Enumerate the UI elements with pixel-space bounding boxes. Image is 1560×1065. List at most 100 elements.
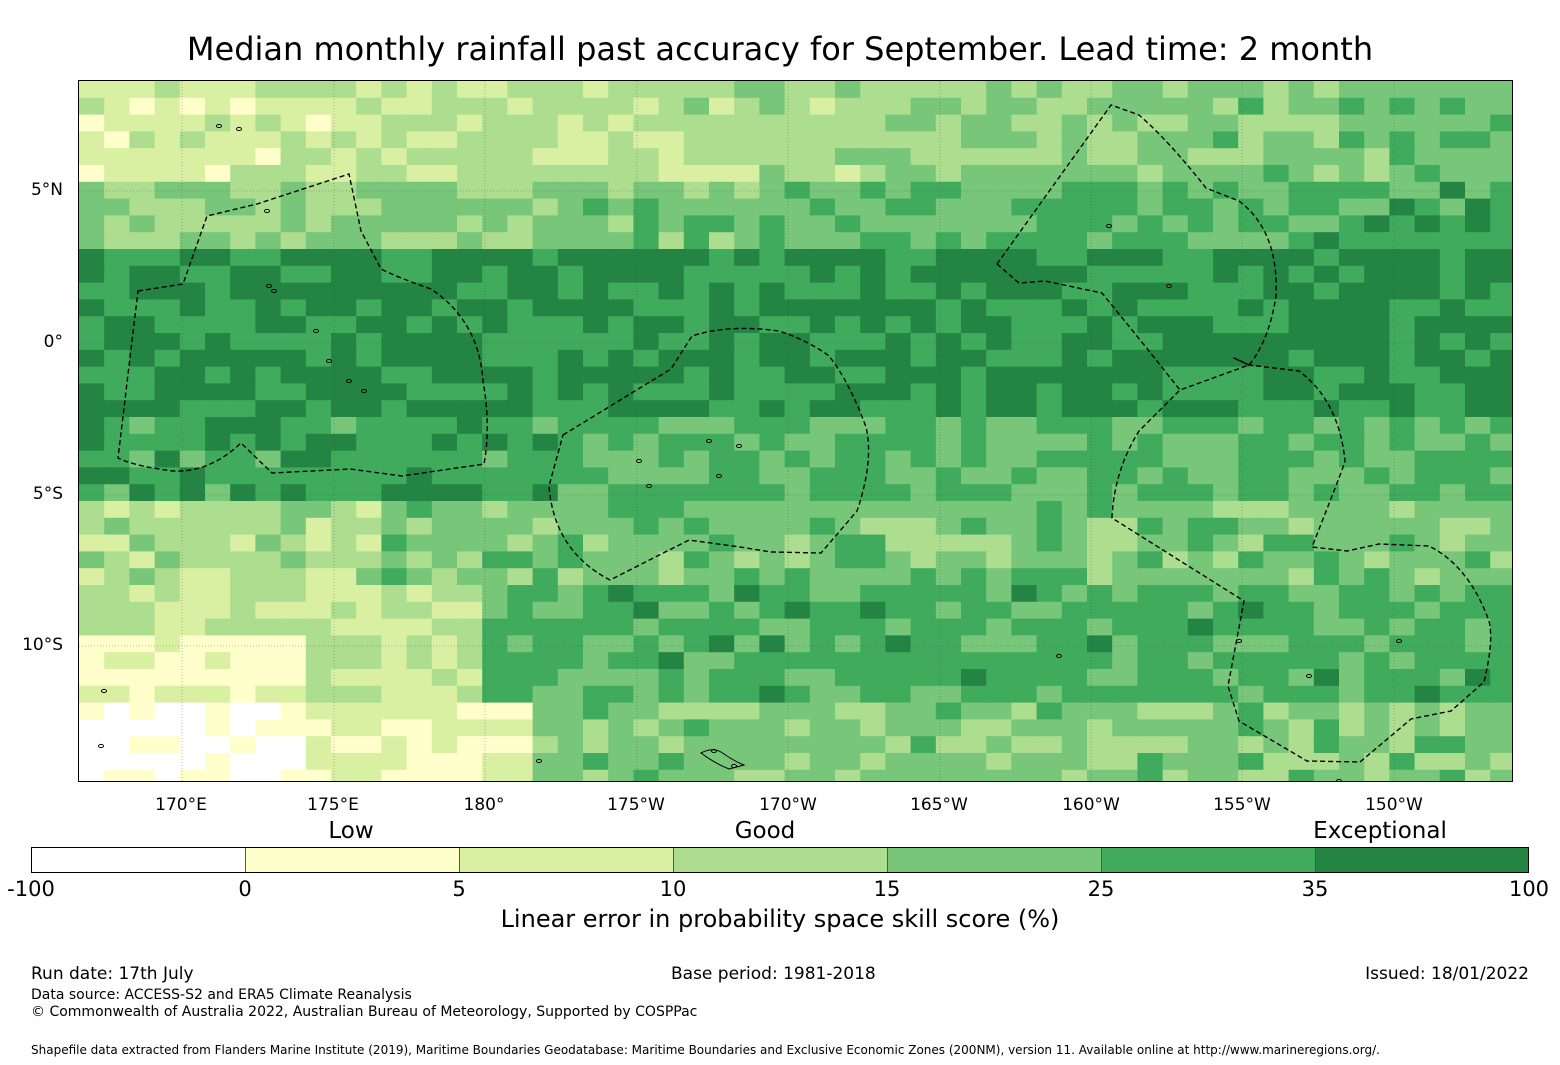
skill-cell — [1238, 467, 1264, 485]
skill-cell — [457, 97, 483, 116]
skill-cell — [356, 316, 382, 334]
skill-cell — [1162, 719, 1189, 737]
skill-cell — [835, 198, 861, 216]
skill-cell — [809, 517, 836, 536]
skill-cell — [305, 97, 332, 116]
skill-cell — [129, 383, 156, 401]
skill-cell — [1213, 484, 1239, 502]
skill-cell — [356, 417, 382, 435]
skill-cell — [1465, 232, 1491, 250]
skill-cell — [1263, 685, 1290, 704]
skill-cell — [255, 635, 282, 653]
skill-cell — [1364, 114, 1390, 132]
skill-cell — [935, 148, 962, 166]
skill-cell — [734, 417, 760, 435]
skill-cell — [1137, 450, 1164, 468]
skill-cell — [683, 585, 710, 603]
skill-cell — [1087, 669, 1113, 687]
skill-cell — [1162, 685, 1189, 704]
skill-cell — [1465, 769, 1491, 781]
skill-cell — [683, 417, 710, 435]
skill-cell — [608, 333, 634, 351]
skill-cell — [331, 534, 357, 552]
skill-cell — [583, 265, 609, 284]
skill-cell — [1011, 501, 1038, 519]
skill-cell — [1162, 568, 1189, 586]
skill-cell — [583, 333, 609, 351]
skill-cell — [860, 131, 886, 149]
skill-cell — [179, 702, 206, 720]
skill-cell — [280, 769, 307, 781]
skill-cell — [1439, 601, 1466, 620]
skill-cell — [608, 282, 634, 300]
skill-cell — [457, 433, 483, 452]
skill-cell — [1087, 249, 1113, 267]
skill-cell — [482, 753, 508, 771]
skill-cell — [431, 148, 458, 166]
skill-cell — [1187, 719, 1214, 737]
skill-cell — [1465, 467, 1491, 485]
skill-cell — [79, 517, 105, 536]
skill-cell — [1465, 517, 1491, 536]
skill-cell — [860, 333, 886, 351]
skill-cell — [482, 249, 508, 267]
skill-cell — [1263, 736, 1290, 754]
skill-cell — [79, 568, 105, 586]
skill-cell — [885, 484, 912, 502]
skill-cell — [1339, 333, 1365, 351]
skill-cell — [1288, 165, 1315, 183]
skill-cell — [1288, 215, 1315, 233]
skill-cell — [79, 165, 105, 183]
skill-cell — [709, 618, 735, 636]
skill-cell — [1011, 215, 1038, 233]
skill-cell — [1465, 736, 1491, 754]
skill-cell — [406, 669, 433, 687]
skill-cell — [1288, 450, 1315, 468]
skill-cell — [381, 601, 408, 620]
skill-cell — [1087, 484, 1113, 502]
skill-cell — [658, 618, 685, 636]
skill-cell — [910, 601, 937, 620]
skill-cell — [784, 753, 811, 771]
skill-cell — [205, 232, 231, 250]
skill-cell — [507, 400, 534, 418]
skill-cell — [356, 635, 382, 653]
skill-cell — [1187, 181, 1214, 200]
skill-cell — [583, 299, 609, 317]
skill-cell — [583, 719, 609, 737]
skill-cell — [1313, 299, 1340, 317]
skill-cell — [482, 383, 508, 401]
skill-cell — [230, 467, 256, 485]
skill-cell — [759, 165, 786, 183]
skill-cell — [860, 702, 886, 720]
skill-cell — [104, 736, 130, 754]
skill-cell — [557, 181, 584, 200]
skill-cell — [734, 753, 760, 771]
colorbar-tick-0: 0 — [238, 877, 252, 901]
skill-cell — [1061, 282, 1088, 300]
skill-cell — [1313, 417, 1340, 435]
skill-cell — [709, 232, 735, 250]
skill-cell — [633, 551, 660, 569]
skill-cell — [1011, 249, 1038, 267]
skill-cell — [910, 383, 937, 401]
skill-cell — [1137, 501, 1164, 519]
skill-cell — [885, 669, 912, 687]
skill-cell — [583, 652, 609, 670]
skill-cell — [1187, 702, 1214, 720]
skill-cell — [683, 652, 710, 670]
skill-cell — [230, 769, 256, 781]
skill-cell — [1112, 601, 1138, 620]
skill-cell — [1061, 215, 1088, 233]
skill-cell — [356, 97, 382, 116]
skill-cell — [1364, 501, 1390, 519]
skill-cell — [1162, 501, 1189, 519]
skill-cell — [356, 215, 382, 233]
skill-cell — [961, 601, 987, 620]
skill-cell — [1061, 366, 1088, 384]
skill-cell — [1087, 215, 1113, 233]
skill-cell — [835, 316, 861, 334]
skill-cell — [305, 383, 332, 401]
skill-cell — [683, 299, 710, 317]
skill-cell — [1414, 652, 1441, 670]
